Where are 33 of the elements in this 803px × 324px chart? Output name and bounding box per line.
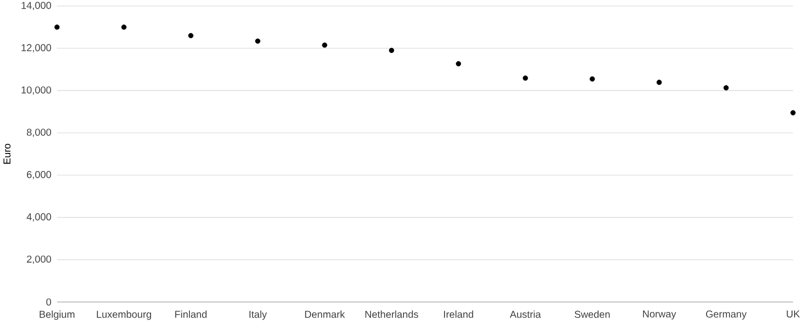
y-tick-label: 14,000 bbox=[22, 2, 52, 10]
x-tick-label: Finland bbox=[175, 310, 207, 318]
y-tick-label: 12,000 bbox=[22, 44, 52, 52]
y-tick-label: 10,000 bbox=[22, 86, 52, 95]
x-tick-label: UK bbox=[786, 310, 800, 318]
y-tick-label: 4,000 bbox=[26, 213, 52, 222]
x-tick-label: Germany bbox=[706, 310, 747, 320]
point bbox=[590, 76, 595, 82]
y-tick-label: 6,000 bbox=[26, 171, 52, 180]
y-tick-label: 8,000 bbox=[26, 128, 52, 137]
point bbox=[188, 33, 194, 38]
point bbox=[121, 24, 127, 30]
x-tick-label: Ireland bbox=[444, 310, 474, 318]
x-tick-label: Luxembourg bbox=[96, 310, 152, 320]
y-tick-label: 0 bbox=[46, 298, 52, 306]
point bbox=[456, 61, 462, 66]
point bbox=[322, 42, 328, 48]
point bbox=[255, 38, 260, 44]
point bbox=[54, 24, 60, 30]
point bbox=[522, 75, 528, 81]
y-tick-label: 2,000 bbox=[26, 256, 52, 264]
x-tick-label: Italy bbox=[249, 310, 267, 320]
x-tick-label: Netherlands bbox=[365, 310, 418, 318]
x-tick-label: Denmark bbox=[305, 310, 345, 318]
y-axis-title: Euro bbox=[4, 144, 10, 164]
x-tick-label: Norway bbox=[643, 310, 676, 320]
point bbox=[388, 48, 394, 53]
x-tick-label: Sweden bbox=[574, 310, 610, 318]
point bbox=[724, 85, 729, 90]
point bbox=[656, 80, 662, 85]
point bbox=[790, 110, 796, 116]
x-tick-label: Belgium bbox=[40, 310, 74, 320]
x-tick-label: Austria bbox=[510, 310, 541, 318]
